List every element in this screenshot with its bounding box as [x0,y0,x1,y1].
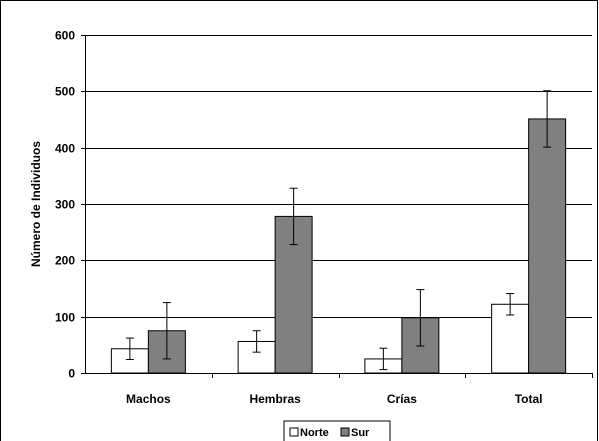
axes: 0 100 200 300 400 500 600 Machos Hembras Crías Tot… [55,29,593,406]
legend-swatch-norte [289,427,299,437]
y-tick-label-200: 200 [55,254,75,268]
x-tick-label-0: Machos [126,392,171,406]
x-tick-label-1: Hembras [249,392,301,406]
legend-label-sur: Sur [351,427,370,439]
y-tick-label-300: 300 [55,198,75,212]
bars [110,90,567,374]
gridlines [85,35,592,318]
y-tick-label-400: 400 [55,142,75,156]
legend-label-norte: Norte [300,427,329,439]
legend-swatch-sur [340,427,350,437]
y-tick-label-500: 500 [55,85,75,99]
x-tick-label-2: Crías [387,392,417,406]
legend: Norte Sur [283,420,391,441]
legend-box [283,420,391,441]
x-tick-label-3: Total [515,392,543,406]
bar-sur-total [528,118,567,374]
y-tick-label-100: 100 [55,311,75,325]
y-axis-title: Número de Individuos [29,141,43,267]
y-tick-label-600: 600 [55,29,75,43]
y-tick-label-0: 0 [68,367,75,381]
